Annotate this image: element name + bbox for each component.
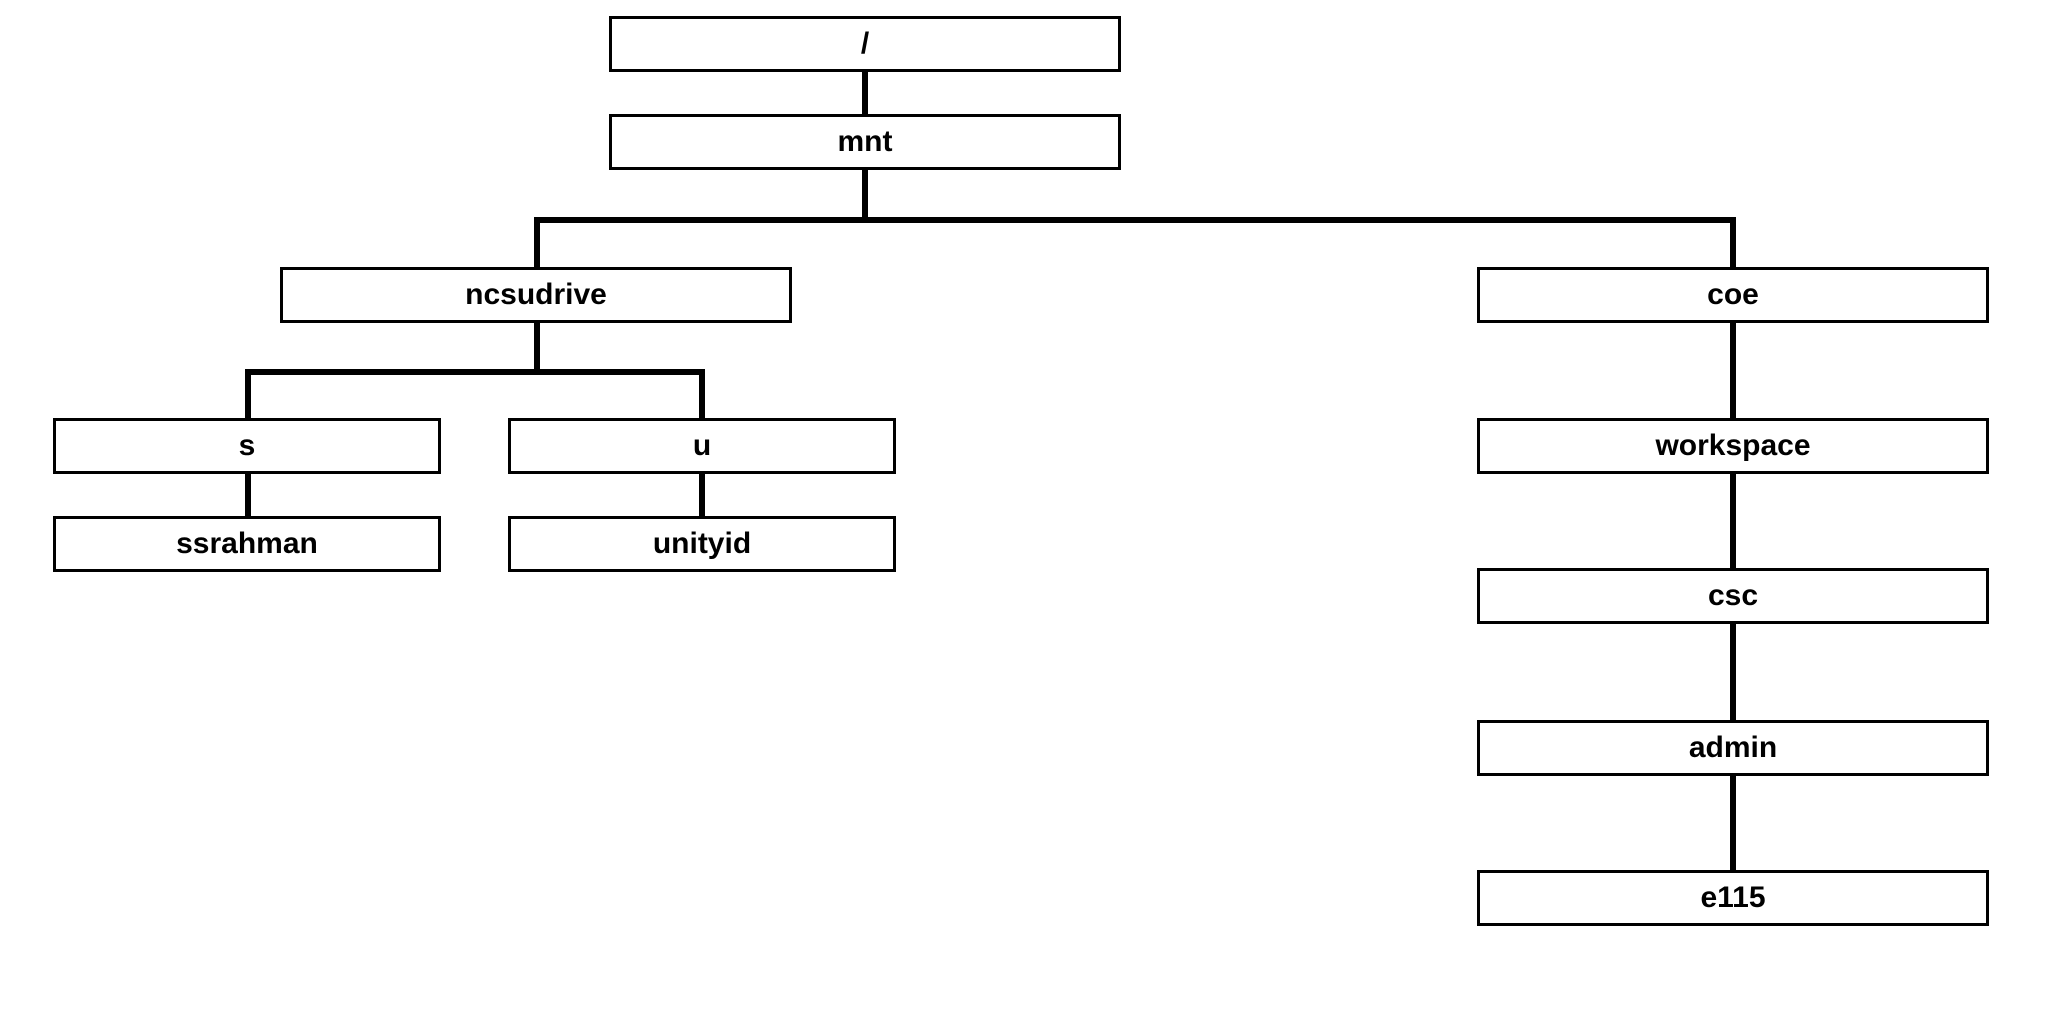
tree-node-ssrahman: ssrahman (53, 516, 441, 572)
tree-edge (1730, 474, 1736, 568)
tree-edge (245, 474, 251, 516)
tree-edge (245, 369, 704, 375)
tree-edge (245, 369, 251, 418)
tree-edge (1730, 776, 1736, 870)
tree-edge (1730, 624, 1736, 720)
tree-edge (534, 323, 540, 370)
tree-node-root: / (609, 16, 1121, 72)
tree-node-mnt: mnt (609, 114, 1121, 170)
tree-node-s: s (53, 418, 441, 474)
tree-edge (534, 217, 540, 267)
tree-edge (699, 474, 705, 516)
tree-node-csc: csc (1477, 568, 1989, 624)
tree-edge (862, 72, 868, 114)
tree-edge (534, 217, 1735, 223)
tree-node-u: u (508, 418, 896, 474)
tree-node-ncsudrive: ncsudrive (280, 267, 792, 323)
tree-node-coe: coe (1477, 267, 1989, 323)
tree-edge (1730, 217, 1736, 267)
tree-edge (862, 170, 868, 218)
tree-edge (699, 369, 705, 418)
tree-node-workspace: workspace (1477, 418, 1989, 474)
tree-edge (1730, 323, 1736, 418)
tree-node-admin: admin (1477, 720, 1989, 776)
tree-node-e115: e115 (1477, 870, 1989, 926)
tree-node-unityid: unityid (508, 516, 896, 572)
